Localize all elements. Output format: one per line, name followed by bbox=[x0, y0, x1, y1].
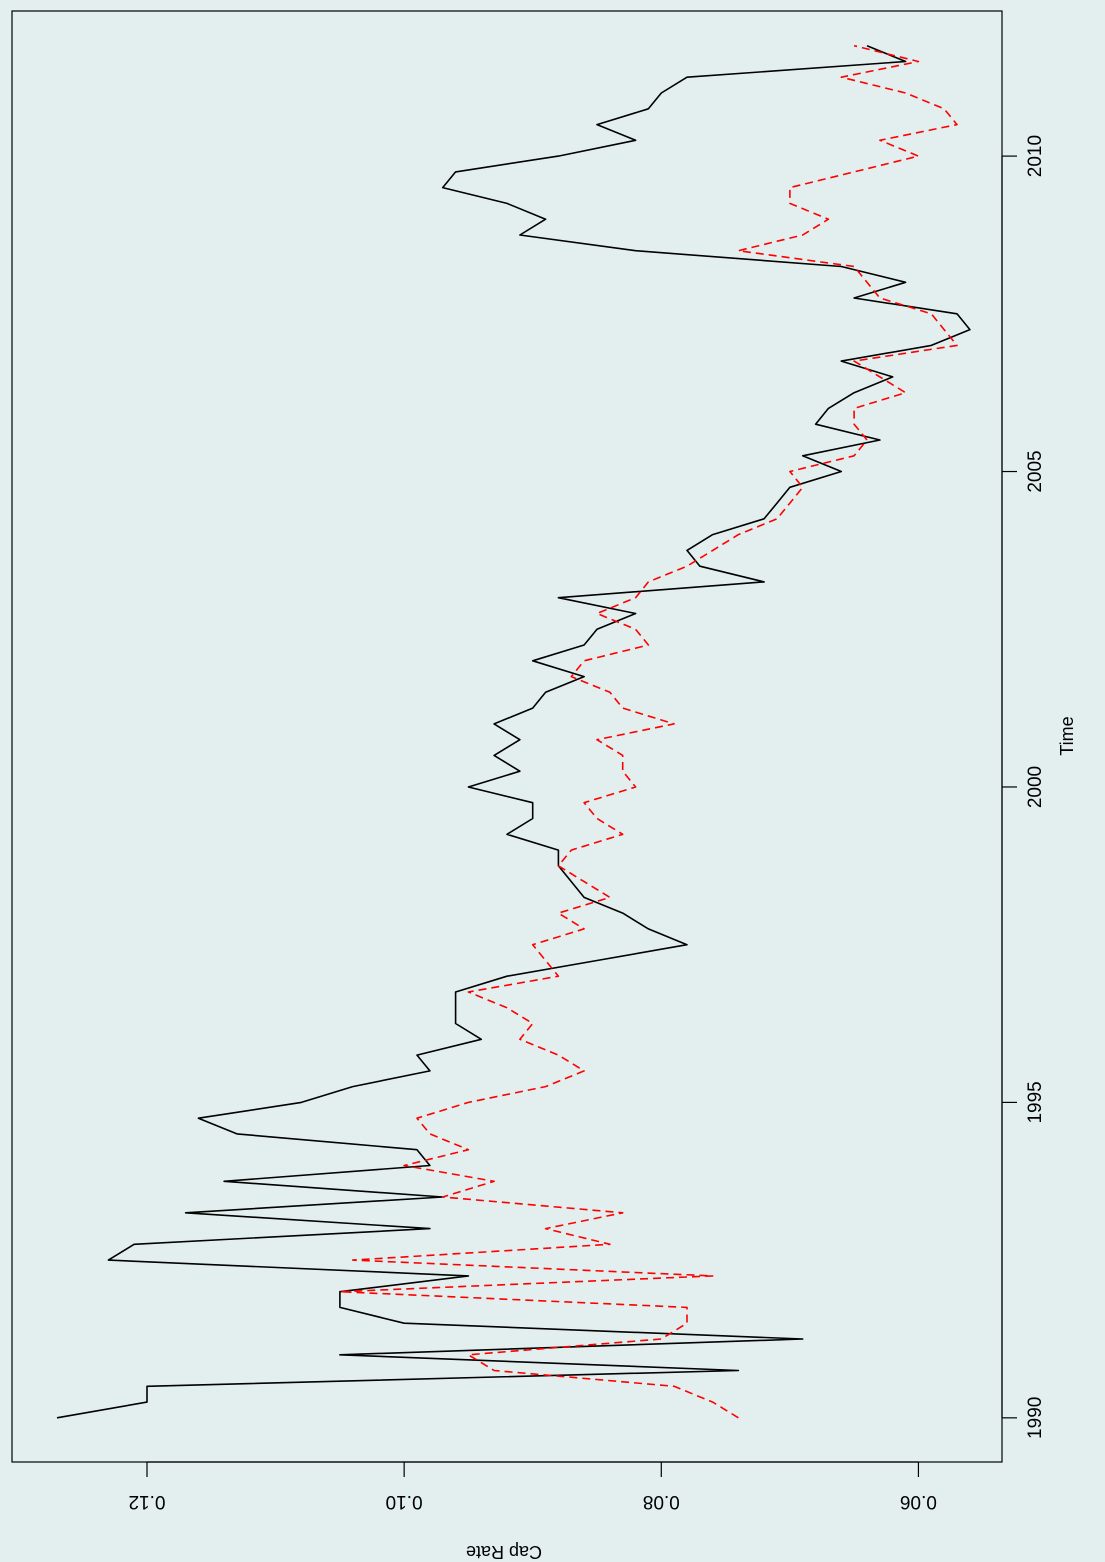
x-tick-label-2005: 2005 bbox=[1025, 450, 1046, 492]
series-layer bbox=[56, 44, 971, 1419]
x-tick-label-1995: 1995 bbox=[1025, 1081, 1046, 1123]
y-axis-label: Cap Rate bbox=[466, 1542, 542, 1562]
y-tick-label-0.08: 0.08 bbox=[643, 1491, 680, 1512]
y-tick-label-0.06: 0.06 bbox=[900, 1491, 937, 1512]
y-axis: 0.06 0.08 0.10 0.12 bbox=[129, 1461, 937, 1512]
x-tick-label-1990: 1990 bbox=[1025, 1397, 1046, 1439]
y-tick-label-0.12: 0.12 bbox=[129, 1491, 166, 1512]
y-tick-label-0.10: 0.10 bbox=[386, 1491, 423, 1512]
x-tick-label-2000: 2000 bbox=[1025, 766, 1046, 808]
series-line-2 bbox=[339, 44, 958, 1419]
x-axis-label: Time bbox=[1057, 716, 1077, 755]
x-axis: 1990 1995 2000 2005 2010 bbox=[1001, 135, 1046, 1439]
series-line-1 bbox=[56, 44, 971, 1419]
x-tick-label-2010: 2010 bbox=[1025, 135, 1046, 177]
